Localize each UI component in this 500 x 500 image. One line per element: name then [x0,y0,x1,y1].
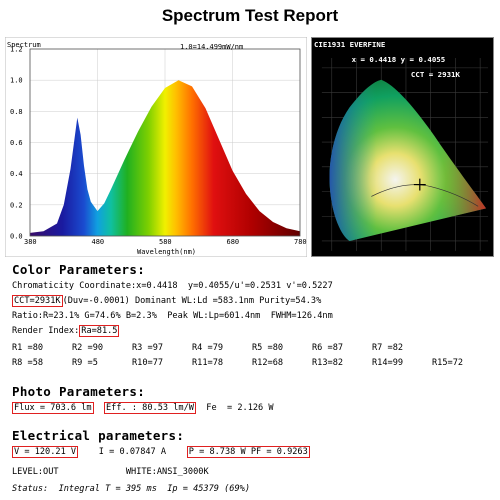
cie-locus-tint [329,79,487,241]
render-index-item: R4 =79 [192,343,224,353]
voltage-box: V = 120.21 V [12,446,79,458]
cct-line: CCT=2931K (Duv=-0.0001) Dominant WL:Ld =5… [12,295,322,307]
x-tick-label: 780 [294,238,307,246]
planckian-locus [371,184,479,207]
x-tick-label: 680 [227,238,240,246]
color-parameters-heading: Color Parameters: [12,262,146,277]
cct-box: CCT=2931K [12,295,63,307]
current-value: I = 0.07847 A [98,447,167,457]
spectrum-chart: Spectrum 1.0=14.499mW/nm Wavelength(nm) … [5,37,307,257]
render-index-item: R12=68 [252,358,284,368]
y-tick-label: 1.0 [10,77,23,85]
level-line: LEVEL:OUT WHITE:ANSI_3000K [12,467,209,477]
spectrum-area [30,80,300,236]
render-index-item: R1 =80 [12,343,44,353]
electrical-line: V = 120.21 V I = 0.07847 A P = 8.738 W P… [12,446,310,458]
cct-rest: (Duv=-0.0001) Dominant WL:Ld =583.1nm Pu… [62,296,322,306]
y-tick-label: 0.6 [10,139,23,147]
status-line: Status: Integral T = 395 ms Ip = 45379 (… [12,484,250,494]
render-index-line: Render Index: Ra=81.5 [12,325,120,337]
cie-diagram: CIE1931 EVERFINE x = 0.4418 y = 0.4055 C… [311,37,494,257]
white-value: WHITE:ANSI_3000K [125,467,209,477]
render-index-item: R5 =80 [252,343,284,353]
render-index-item: R7 =82 [372,343,404,353]
spectrum-ylabel: Spectrum [7,41,41,49]
electrical-parameters-heading: Electrical parameters: [12,428,185,443]
fe-value: Fe = 2.126 W [206,403,274,413]
render-index-item: R6 =87 [312,343,344,353]
render-index-item: R8 =58 [12,358,44,368]
spectrum-annotation: 1.0=14.499mW/nm [180,43,243,51]
flux-box: Flux = 703.6 lm [12,402,94,414]
render-index-item: R11=78 [192,358,224,368]
photo-parameters-heading: Photo Parameters: [12,384,146,399]
report-title: Spectrum Test Report [161,6,339,25]
render-index-label: Render Index: [12,326,80,336]
ratio-line: Ratio:R=23.1% G=74.6% B=2.3% Peak WL:Lp=… [12,311,333,321]
cie-cct: CCT = 2931K [411,70,461,79]
plot-frame [29,48,301,237]
photo-line: Flux = 703.6 lm Eff. : 80.53 lm/W Fe = 2… [12,402,274,414]
x-tick-label: 380 [24,238,37,246]
render-index-item: R9 =5 [72,358,98,368]
render-index-item: R14=99 [372,358,404,368]
render-index-item: R3 =97 [132,343,164,353]
render-index-item: R10=77 [132,358,164,368]
chromaticity-line: Chromaticity Coordinate:x=0.4418 y=0.405… [12,281,333,291]
y-tick-label: 0.2 [10,201,23,209]
y-tick-label: 0.0 [10,233,23,241]
render-index-item: R15=72 [432,358,464,368]
power-box: P = 8.738 W PF = 0.9263 [186,446,310,458]
y-tick-label: 1.2 [10,46,23,54]
x-tick-label: 480 [92,238,105,246]
level-value: LEVEL:OUT [12,467,59,477]
cie-xy: x = 0.4418 y = 0.4055 [352,55,446,64]
ra-box: Ra=81.5 [79,325,120,337]
render-index-item: R13=82 [312,358,344,368]
render-index-item: R2 =90 [72,343,104,353]
eff-box: Eff. : 80.53 lm/W [103,402,196,414]
x-tick-label: 580 [159,238,172,246]
y-tick-label: 0.8 [10,108,23,116]
cie-title: CIE1931 EVERFINE [314,40,385,49]
spectrum-xlabel: Wavelength(nm) [137,248,196,256]
y-tick-label: 0.4 [10,170,23,178]
